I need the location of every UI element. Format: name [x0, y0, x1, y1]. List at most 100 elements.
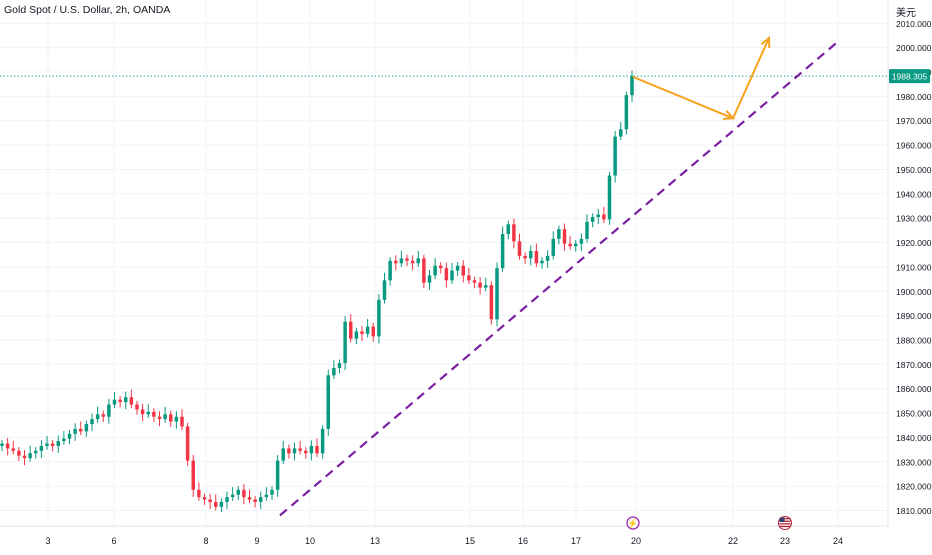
candle-body[interactable]	[427, 275, 432, 283]
candle-body[interactable]	[197, 489, 201, 498]
candle-body[interactable]	[230, 494, 235, 498]
projection-path[interactable]	[632, 37, 770, 120]
candle-body[interactable]	[613, 136, 617, 176]
trend-line[interactable]	[279, 40, 839, 517]
candle-body[interactable]	[275, 460, 280, 490]
candle-body[interactable]	[365, 326, 370, 334]
candle-body[interactable]	[259, 497, 263, 502]
candle-body[interactable]	[214, 501, 218, 507]
candle-body[interactable]	[540, 260, 544, 264]
candle-body[interactable]	[422, 258, 426, 283]
candle-body[interactable]	[191, 460, 195, 490]
candle-body[interactable]	[17, 450, 21, 456]
candle-body[interactable]	[500, 234, 505, 269]
candle-body[interactable]	[11, 448, 15, 451]
candle-body[interactable]	[152, 411, 156, 417]
candle-body[interactable]	[169, 414, 173, 422]
candle-body[interactable]	[315, 445, 319, 454]
candle-body[interactable]	[50, 443, 55, 446]
candle-body[interactable]	[326, 375, 330, 429]
candle-body[interactable]	[242, 489, 246, 498]
candle-body[interactable]	[112, 399, 117, 405]
candle-body[interactable]	[129, 397, 134, 405]
candle-body[interactable]	[562, 229, 567, 244]
candle-body[interactable]	[478, 282, 482, 288]
candle-body[interactable]	[202, 497, 207, 500]
candle-body[interactable]	[79, 428, 83, 432]
candle-body[interactable]	[461, 265, 465, 276]
candle-body[interactable]	[551, 238, 555, 256]
candle-body[interactable]	[590, 216, 595, 222]
candle-body[interactable]	[484, 285, 488, 288]
candle-body[interactable]	[67, 433, 72, 439]
candle-body[interactable]	[124, 397, 128, 403]
candle-body[interactable]	[568, 243, 572, 247]
candle-body[interactable]	[506, 224, 510, 235]
candle-body[interactable]	[410, 260, 415, 264]
candle-body[interactable]	[512, 224, 516, 242]
candle-body[interactable]	[247, 497, 252, 500]
candle-body[interactable]	[517, 241, 522, 256]
candle-body[interactable]	[596, 214, 600, 217]
candle-body[interactable]	[22, 455, 27, 459]
candle-body[interactable]	[84, 424, 89, 432]
candle-body[interactable]	[56, 441, 60, 446]
candle-body[interactable]	[39, 445, 44, 451]
candle-body[interactable]	[523, 255, 527, 259]
candle-body[interactable]	[607, 175, 612, 220]
candle-body[interactable]	[444, 268, 449, 281]
candle-body[interactable]	[394, 260, 398, 264]
candle-body[interactable]	[101, 414, 105, 417]
candle-body[interactable]	[545, 255, 550, 261]
candle-body[interactable]	[34, 450, 38, 454]
candle-body[interactable]	[270, 489, 274, 495]
candle-body[interactable]	[219, 501, 224, 507]
candle-body[interactable]	[292, 448, 297, 454]
candle-body[interactable]	[619, 129, 623, 137]
candle-body[interactable]	[354, 331, 359, 339]
candle-body[interactable]	[236, 489, 240, 495]
candle-body[interactable]	[467, 275, 471, 281]
candle-body[interactable]	[73, 428, 77, 434]
candle-body[interactable]	[360, 331, 364, 334]
candle-body[interactable]	[146, 411, 150, 415]
candle-body[interactable]	[304, 450, 308, 454]
candle-body[interactable]	[45, 443, 49, 446]
candle-body[interactable]	[253, 499, 257, 502]
candle-body[interactable]	[585, 221, 589, 239]
candle-body[interactable]	[174, 416, 179, 422]
candle-body[interactable]	[180, 416, 184, 427]
candle-body[interactable]	[337, 363, 342, 368]
candle-body[interactable]	[472, 280, 477, 283]
candle-body[interactable]	[371, 326, 375, 337]
candle-body[interactable]	[298, 448, 302, 451]
candle-body[interactable]	[455, 265, 460, 271]
candle-body[interactable]	[399, 258, 404, 264]
candle-body[interactable]	[208, 499, 212, 502]
candle-body[interactable]	[489, 285, 494, 320]
candle-body[interactable]	[349, 321, 353, 339]
candle-body[interactable]	[557, 229, 561, 239]
candle-body[interactable]	[388, 260, 392, 281]
lightning-event-icon[interactable]	[626, 516, 640, 530]
candle-body[interactable]	[135, 404, 139, 410]
candle-body[interactable]	[95, 414, 100, 420]
candle-body[interactable]	[630, 76, 634, 96]
candle-body[interactable]	[5, 443, 10, 449]
candle-body[interactable]	[529, 251, 533, 259]
candle-body[interactable]	[309, 445, 314, 454]
candle-body[interactable]	[287, 448, 291, 454]
candle-body[interactable]	[343, 321, 347, 364]
candle-body[interactable]	[264, 494, 269, 498]
candle-body[interactable]	[534, 251, 539, 264]
candle-body[interactable]	[624, 95, 629, 130]
candle-body[interactable]	[439, 265, 443, 269]
candle-body[interactable]	[332, 367, 336, 376]
candle-body[interactable]	[225, 497, 229, 502]
candle-body[interactable]	[320, 428, 325, 454]
candle-body[interactable]	[405, 258, 409, 261]
candle-body[interactable]	[579, 238, 584, 244]
candle-body[interactable]	[157, 416, 162, 420]
candle-body[interactable]	[433, 265, 437, 276]
